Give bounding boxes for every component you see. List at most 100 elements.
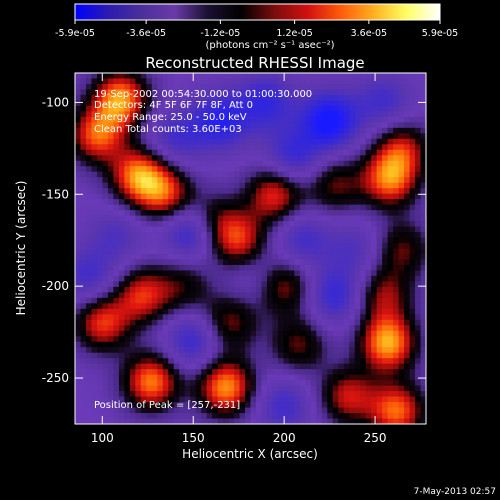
heatmap-cell (140, 243, 147, 250)
heatmap-cell (272, 374, 279, 381)
heatmap-cell (223, 243, 230, 250)
heatmap-cell (129, 78, 136, 85)
heatmap-cell (80, 413, 87, 420)
heatmap-cell (250, 292, 257, 299)
heatmap-cell (113, 210, 120, 217)
heatmap-cell (343, 380, 350, 387)
heatmap-cell (212, 347, 219, 354)
heatmap-cell (135, 396, 142, 403)
heatmap-cell (404, 352, 411, 359)
heatmap-cell (239, 149, 246, 156)
heatmap-cell (294, 199, 301, 206)
heatmap-cell (96, 160, 104, 167)
heatmap-cell (294, 352, 301, 359)
heatmap-cell (135, 292, 142, 299)
heatmap-cell (157, 78, 164, 85)
heatmap-cell (294, 111, 301, 118)
heatmap-cell (173, 407, 180, 414)
heatmap-cell (272, 215, 279, 222)
heatmap-cell (179, 275, 186, 282)
heatmap-cell (343, 286, 350, 293)
heatmap-cell (157, 182, 164, 189)
heatmap-cell (157, 215, 164, 222)
heatmap-cell (85, 193, 93, 200)
heatmap-cell (212, 264, 219, 272)
heatmap-cell (338, 127, 345, 134)
heatmap-cell (245, 237, 252, 244)
heatmap-cell (118, 402, 125, 409)
heatmap-cell (102, 303, 109, 310)
heatmap-cell (239, 243, 246, 250)
heatmap-cell (146, 407, 153, 414)
heatmap-cell (146, 83, 153, 91)
heatmap-cell (409, 319, 416, 326)
heatmap-cell (343, 418, 350, 424)
heatmap-cell (85, 166, 93, 173)
heatmap-cell (201, 182, 208, 189)
heatmap-cell (179, 78, 186, 85)
heatmap-cell (371, 248, 378, 255)
heatmap-cell (239, 215, 246, 222)
heatmap-cell (299, 138, 306, 145)
heatmap-cell (250, 253, 257, 261)
heatmap-cell (349, 292, 356, 299)
heatmap-cell (266, 199, 274, 206)
heatmap-cell (354, 347, 361, 354)
heatmap-cell (283, 193, 290, 200)
heatmap-cell (415, 319, 422, 326)
heatmap-cell (107, 259, 114, 266)
heatmap-cell (168, 100, 175, 107)
heatmap-cell (179, 204, 186, 211)
heatmap-cell (354, 215, 361, 222)
heatmap-cell (118, 391, 125, 398)
heatmap-cell (343, 270, 350, 277)
heatmap-cell (332, 188, 339, 195)
heatmap-cell (140, 358, 147, 365)
heatmap-cell (283, 259, 290, 266)
heatmap-cell (201, 155, 208, 162)
heatmap-cell (124, 363, 131, 370)
heatmap-cell (387, 171, 394, 178)
heatmap-cell (239, 122, 246, 129)
heatmap-cell (349, 199, 356, 206)
heatmap-cell (371, 407, 378, 414)
heatmap-cell (195, 193, 202, 200)
heatmap-cell (382, 380, 389, 387)
heatmap-cell (398, 330, 405, 337)
heatmap-cell (135, 418, 142, 424)
heatmap-cell (255, 111, 263, 118)
heatmap-cell (168, 358, 175, 365)
heatmap-cell (272, 166, 279, 173)
heatmap-cell (360, 385, 367, 392)
heatmap-cell (299, 248, 306, 255)
heatmap-cell (146, 396, 153, 403)
heatmap-cell (173, 319, 180, 326)
heatmap-cell (107, 149, 114, 156)
heatmap-cell (206, 253, 213, 261)
heatmap-cell (102, 325, 109, 332)
heatmap-cell (91, 391, 98, 398)
heatmap-cell (409, 248, 416, 255)
heatmap-cell (382, 402, 389, 409)
heatmap-cell (118, 182, 125, 189)
heatmap-cell (272, 182, 279, 189)
heatmap-cell (234, 122, 241, 129)
heatmap-cell (239, 325, 246, 332)
heatmap-cell (294, 418, 301, 424)
heatmap-cell (294, 237, 301, 244)
heatmap-cell (420, 138, 426, 145)
heatmap-cell (184, 264, 191, 272)
heatmap-cell (234, 297, 241, 304)
heatmap-cell (195, 418, 202, 424)
heatmap-cell (371, 221, 378, 228)
heatmap-cell (206, 303, 213, 310)
heatmap-cell (277, 166, 284, 173)
heatmap-cell (195, 248, 202, 255)
heatmap-cell (343, 341, 350, 348)
heatmap-cell (129, 297, 136, 304)
heatmap-cell (212, 319, 219, 326)
heatmap-cell (75, 177, 82, 184)
heatmap-cell (245, 330, 252, 337)
heatmap-cell (277, 221, 284, 228)
heatmap-cell (371, 374, 378, 381)
